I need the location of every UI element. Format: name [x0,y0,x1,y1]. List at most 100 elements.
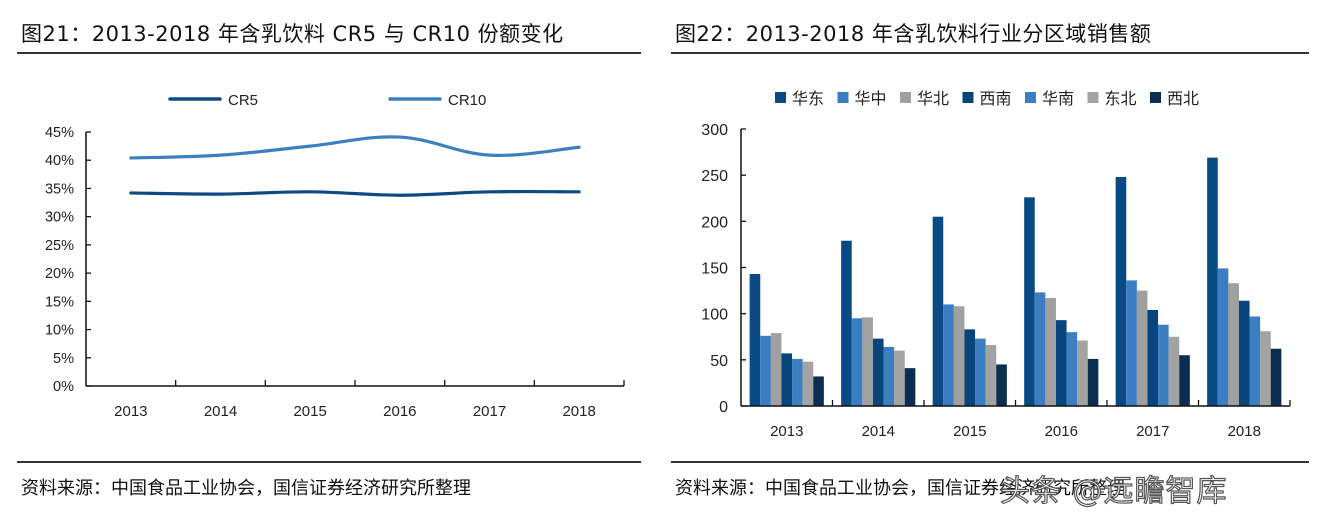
legend-item-cr5: CR5 [168,92,258,109]
legend-label: 东北 [1105,90,1137,108]
y-tick-label: 15% [45,294,74,310]
bar-2014-5 [894,350,905,406]
legend-swatch [962,92,974,103]
legend-swatch [1087,92,1099,103]
legend-label: CR5 [228,92,258,109]
y-tick-label: 300 [701,122,728,139]
y-tick-label: 40% [45,153,74,169]
bar-2013-2 [770,333,782,406]
legend-item-2: 华北 [900,90,949,108]
y-tick-label: 35% [45,181,74,197]
bar-2016-4 [1066,332,1078,406]
y-tick-label: 30% [45,210,74,226]
x-tick-label: 2016 [383,403,416,420]
source-rule [17,461,641,463]
y-tick-label: 5% [53,351,74,367]
x-tick-label: 2014 [862,423,895,440]
figure-22-panel: 图22：2013-2018 年含乳饮料行业分区域销售额 2013 2014 2015… [660,0,1334,515]
y-tick-label: 25% [45,238,74,254]
x-tick-label: 2017 [1136,423,1169,440]
bar-2015-3 [964,329,976,406]
bar-2015-2 [953,306,965,406]
y-tick-label: 250 [701,168,728,185]
bar-2017-0 [1115,177,1127,406]
y-tick-label: 45% [45,125,74,141]
legend-item-4: 华南 [1025,90,1074,108]
bar-2018-6 [1270,348,1282,406]
legend-item-5: 东北 [1087,90,1137,108]
figure-21-title: 图21：2013-2018 年含乳饮料 CR5 与 CR10 份额变化 [21,22,564,46]
legend-label: 西南 [980,90,1012,108]
legend-item-6: 西北 [1150,90,1199,108]
bar-2017-4 [1158,324,1169,406]
bar-2015-1 [943,304,954,406]
legend-item-cr10: CR10 [388,92,486,109]
bar-2018-4 [1249,316,1261,406]
bar-2018-0 [1207,157,1218,406]
legend-swatch [837,92,849,103]
y-tick-label: 20% [45,266,74,282]
y-tick-label: 10% [45,323,74,339]
x-tick-label: 2013 [770,423,803,440]
bar-2015-5 [985,345,997,406]
bar-2013-4 [792,358,803,406]
legend-item-0: 华东 [775,90,824,108]
bar-2015-6 [996,364,1007,406]
bar-2017-2 [1136,290,1148,406]
legend-label: 西北 [1167,90,1199,108]
bar-2017-1 [1126,280,1137,406]
bar-2016-0 [1024,197,1035,406]
x-tick-label: 2014 [204,403,237,420]
bar-2014-4 [883,346,895,406]
y-tick-label: 50 [710,353,728,370]
title-rule [671,52,1309,54]
x-tick-label: 2018 [562,403,595,420]
bar-2018-1 [1217,268,1229,406]
x-tick-label: 2015 [953,423,986,440]
bar-2013-1 [760,335,771,406]
legend-label: 华中 [855,90,887,108]
bar-2017-3 [1147,309,1159,406]
source-rule [671,461,1309,463]
bar-2017-5 [1168,336,1180,406]
legend-label: CR10 [448,92,486,109]
y-tick-label: 0% [53,379,74,395]
title-rule [17,52,641,54]
legend-label: 华北 [917,90,949,108]
y-tick-label: 200 [701,214,728,231]
series-line-cr5 [129,189,581,197]
legend-item-3: 西南 [962,90,1012,108]
legend-swatch [1025,92,1036,103]
x-tick-label: 2017 [473,403,506,420]
bar-2016-6 [1087,358,1099,406]
y-tick-label: 150 [701,261,728,278]
bar-2016-1 [1034,292,1046,406]
watermark: 头条 @远瞻智库 [999,473,1228,509]
bar-2018-3 [1238,300,1250,406]
figure-21-panel: 图21：2013-2018 年含乳饮料 CR5 与 CR10 份额变化 0% 5%… [0,0,660,515]
bar-2017-6 [1179,355,1190,406]
bar-2018-2 [1228,283,1239,406]
bar-2014-0 [841,240,852,406]
legend-item-1: 华中 [837,90,887,108]
bar-2014-6 [904,368,916,406]
y-tick-label: 100 [701,307,728,324]
bar-2014-3 [872,338,884,406]
bar-2014-1 [851,318,863,406]
bar-2015-0 [932,216,944,406]
bar-2014-2 [862,317,873,406]
x-tick-label: 2016 [1045,423,1078,440]
bar-2013-0 [749,273,761,406]
legend-swatch [775,92,786,103]
figure-22-title: 图22：2013-2018 年含乳饮料行业分区域销售额 [675,22,1152,46]
bar-2016-5 [1077,340,1088,406]
bar-2013-3 [781,353,793,406]
line-chart: 0% 5% 10% 15% 20% 25% 30% 35% 40% 45% 2013 2014 2015… [45,92,625,420]
bar-2013-5 [802,361,814,406]
bar-2015-4 [975,338,986,406]
legend-label: 华南 [1042,90,1074,108]
figure-22-source: 资料来源：中国食品工业协会，国信证券经济研究所整理 [675,478,1125,499]
bar-chart: 2013 2014 2015 2016 2017 2018 0 50 100 150 200 250 3… [701,90,1291,440]
x-tick-label: 2015 [293,403,326,420]
bar-2016-2 [1045,297,1056,406]
